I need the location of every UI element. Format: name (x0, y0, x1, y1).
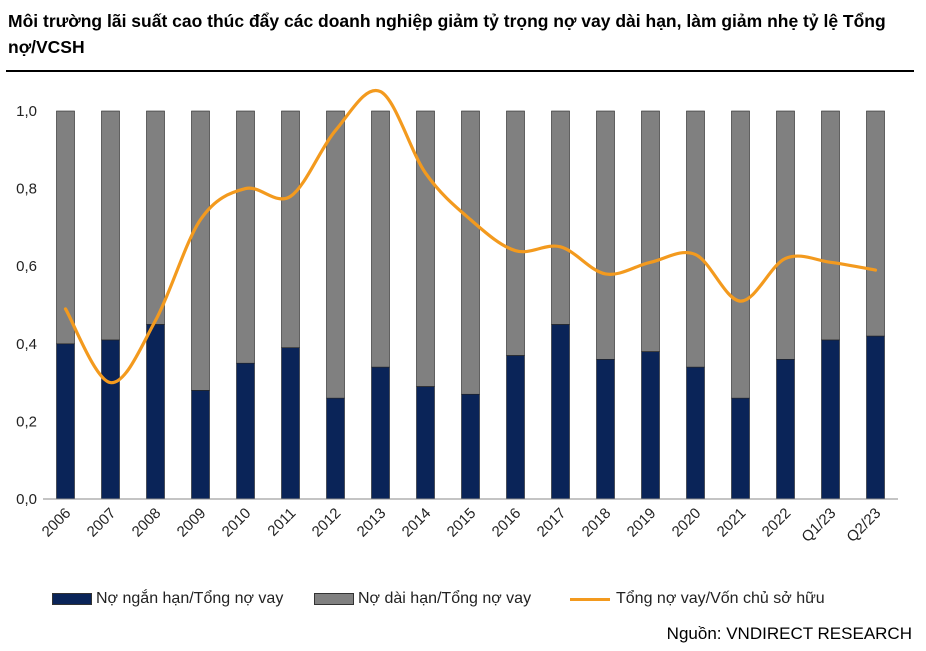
bar-short-term (506, 355, 525, 500)
bar-short-term (461, 393, 480, 500)
bar-long-term (461, 110, 480, 395)
x-tick-label: 2008 (129, 505, 165, 541)
bar-long-term (686, 110, 705, 368)
x-tick-label: 2022 (759, 505, 795, 541)
x-tick-label: 2011 (264, 505, 299, 540)
y-tick-label: 0,2 (16, 413, 37, 430)
x-tick-label: 2021 (714, 505, 750, 541)
x-tick-label: 2009 (174, 505, 210, 541)
legend-item-long-term: Nợ dài hạn/Tổng nợ vay (314, 590, 531, 608)
bar-short-term (281, 347, 300, 500)
bar-long-term (506, 110, 525, 356)
bar-short-term (326, 397, 345, 500)
x-tick-label: 2012 (309, 505, 345, 541)
x-tick-label: 2017 (534, 505, 570, 541)
bar-short-term (641, 351, 660, 500)
bar-short-term (191, 390, 210, 500)
bar-long-term (416, 110, 435, 387)
bar-short-term (821, 339, 840, 500)
bar-short-term (236, 362, 255, 500)
y-tick-label: 0,8 (16, 181, 37, 198)
legend-swatch-long-term (314, 593, 354, 605)
source-note: Nguồn: VNDIRECT RESEARCH (666, 624, 912, 643)
bar-long-term (146, 110, 165, 325)
y-tick-label: 0,4 (16, 336, 37, 353)
bar-long-term (596, 110, 615, 360)
bar-short-term (866, 335, 885, 500)
bar-short-term (146, 324, 165, 500)
bar-short-term (776, 359, 795, 500)
bar-long-term (371, 110, 390, 368)
x-tick-label: 2018 (579, 505, 615, 541)
x-axis: 2006 2007 2008 2009 2010 2011 2012 2013 2014 2015… (39, 498, 898, 546)
bar-long-term (101, 110, 120, 341)
bar-short-term (416, 386, 435, 500)
bars-layer (56, 110, 885, 500)
bar-long-term (281, 110, 300, 348)
legend-swatch-short-term (52, 593, 92, 605)
x-tick-label: 2020 (669, 505, 705, 541)
bar-short-term (731, 397, 750, 500)
x-tick-label: 2013 (354, 505, 390, 541)
y-tick-label: 1,0 (16, 103, 37, 120)
x-tick-label: 2006 (39, 505, 75, 541)
legend-swatch-debt-equity (570, 597, 610, 601)
x-tick-label: 2010 (219, 505, 255, 541)
legend-label-short-term: Nợ ngắn hạn/Tổng nợ vay (96, 590, 284, 607)
legend-label-long-term: Nợ dài hạn/Tổng nợ vay (358, 590, 532, 607)
chart-title: Môi trường lãi suất cao thúc đẩy các doa… (8, 11, 886, 57)
line-debt-equity (63, 88, 878, 385)
bar-short-term (551, 324, 570, 500)
y-tick-label: 0,6 (16, 258, 37, 275)
bar-long-term (641, 110, 660, 352)
bar-long-term (866, 110, 885, 337)
bar-short-term (101, 339, 120, 500)
bar-long-term (56, 110, 75, 345)
x-tick-label: Q1/23 (798, 505, 839, 546)
bar-long-term (731, 110, 750, 399)
x-tick-label: 2015 (444, 505, 480, 541)
legend-label-debt-equity: Tổng nợ vay/Vốn chủ sở hữu (616, 590, 825, 607)
legend-item-short-term: Nợ ngắn hạn/Tổng nợ vay (52, 590, 283, 608)
y-tick-label: 0,0 (16, 491, 37, 508)
line-layer (63, 88, 878, 385)
bar-long-term (776, 110, 795, 360)
x-tick-label: 2014 (399, 505, 435, 541)
x-tick-label: 2016 (489, 505, 525, 541)
title-divider (6, 70, 914, 72)
bar-long-term (551, 110, 570, 325)
bar-short-term (56, 343, 75, 500)
y-axis: 0,0 0,2 0,4 0,6 0,8 1,0 (16, 103, 37, 508)
x-tick-label: Q2/23 (843, 505, 884, 546)
bar-long-term (191, 110, 210, 391)
bar-long-term (236, 110, 255, 364)
bar-long-term (326, 110, 345, 399)
bar-long-term (821, 110, 840, 341)
bar-short-term (596, 359, 615, 500)
bar-short-term (371, 366, 390, 500)
legend-item-debt-equity: Tổng nợ vay/Vốn chủ sở hữu (570, 590, 825, 608)
bar-short-term (686, 366, 705, 500)
x-tick-label: 2019 (624, 505, 660, 541)
x-tick-label: 2007 (84, 505, 120, 541)
